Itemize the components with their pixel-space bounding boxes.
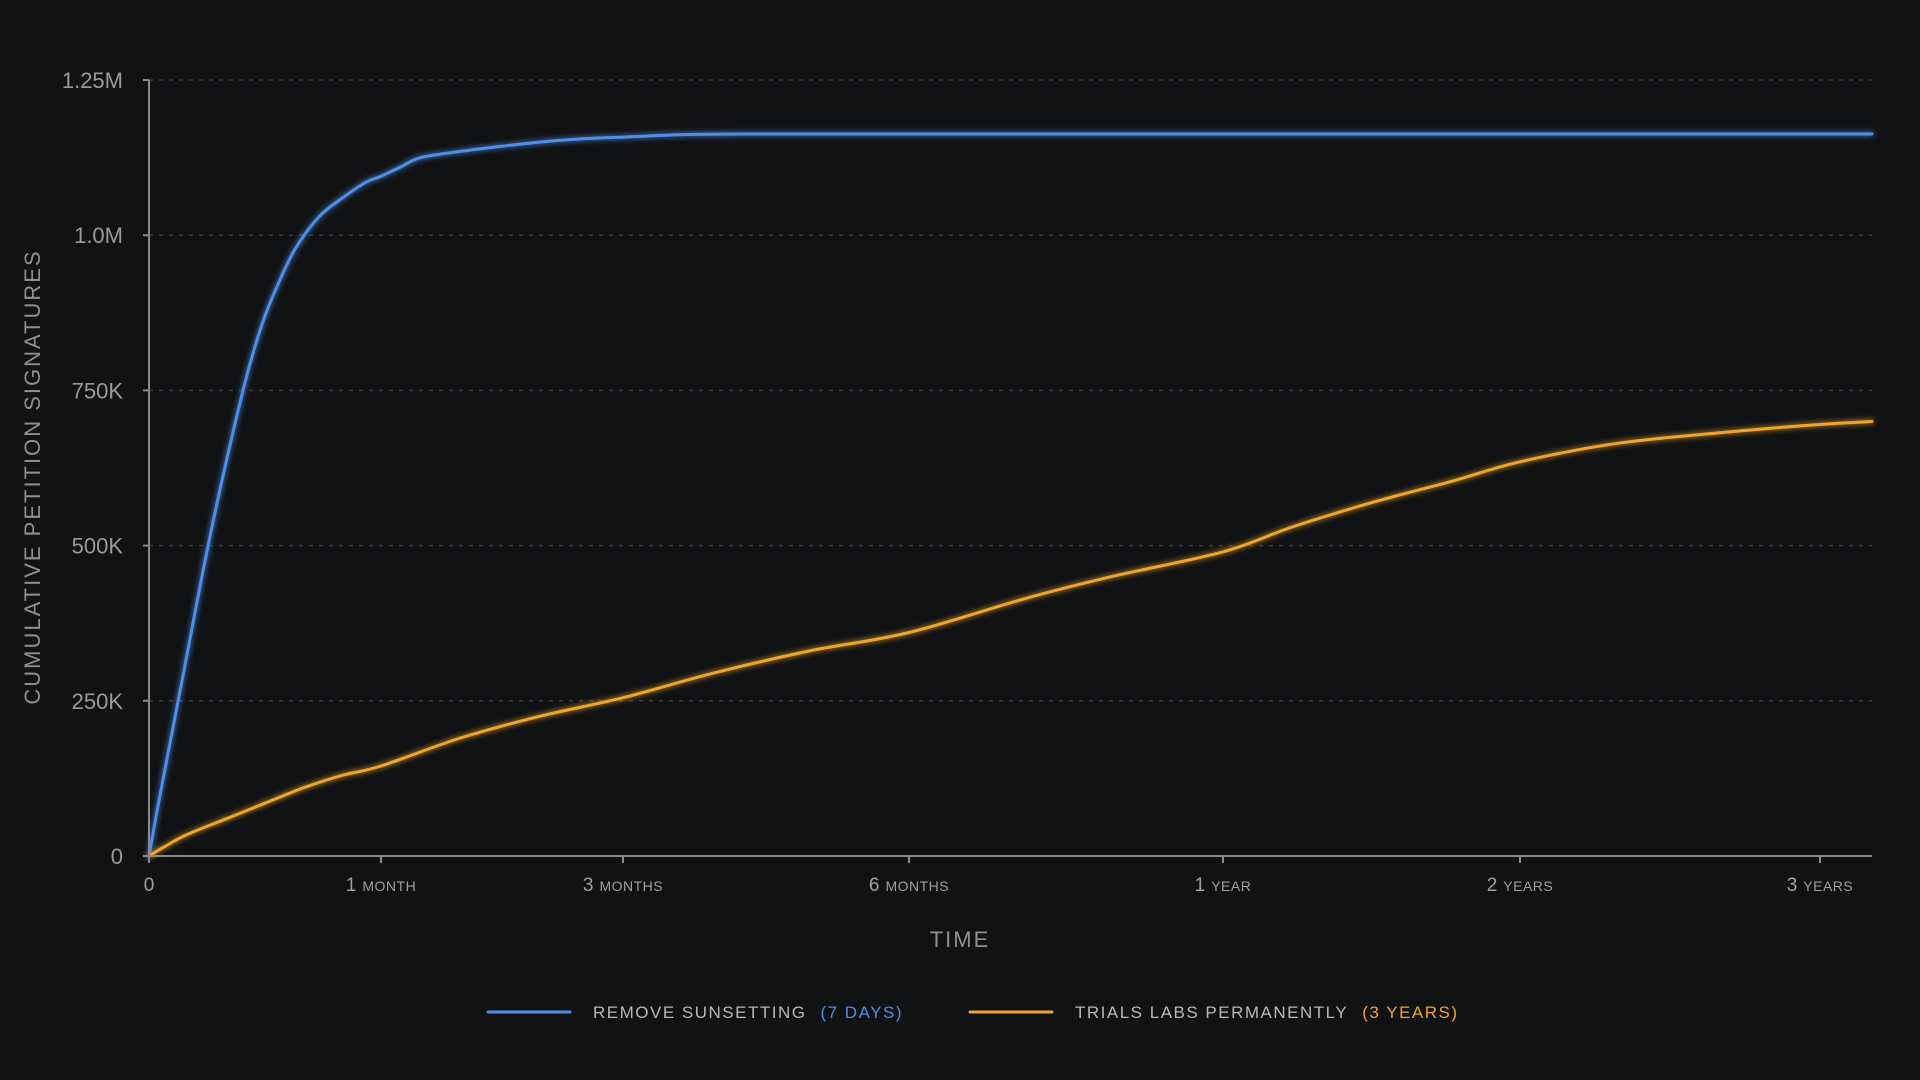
- x-tick-label: 2 YEARS: [1487, 875, 1554, 896]
- legend-duration: (7 DAYS): [820, 1003, 903, 1022]
- y-tick-label: 500K: [72, 534, 124, 559]
- legend-item-trials-labs-permanently: TRIALS LABS PERMANENTLY (3 YEARS): [968, 1003, 1459, 1022]
- legend-item-remove-sunsetting: REMOVE SUNSETTING (7 DAYS): [486, 1003, 903, 1022]
- x-tick-label: 3 YEARS: [1787, 875, 1854, 896]
- series-lines: [147, 132, 1874, 858]
- x-tick-label: 1 YEAR: [1195, 875, 1252, 896]
- x-axis-title: TIME: [930, 927, 991, 952]
- legend-label: TRIALS LABS PERMANENTLY (3 YEARS): [1075, 1003, 1459, 1022]
- x-tick-unit: MONTH: [362, 878, 416, 894]
- x-tick-number: 3: [1787, 875, 1798, 896]
- x-tick-unit: MONTHS: [885, 878, 949, 894]
- x-tick-number: 6: [869, 875, 880, 896]
- gridlines: [149, 79, 1872, 702]
- legend-duration: (3 YEARS): [1362, 1003, 1458, 1022]
- y-tick-label: 1.25M: [62, 68, 123, 93]
- x-tick-number: 3: [583, 875, 594, 896]
- y-tick-label: 250K: [72, 689, 124, 714]
- x-tick-number: 0: [144, 875, 155, 896]
- series-line-remove-sunsetting: [147, 132, 1874, 858]
- x-tick-number: 2: [1487, 875, 1498, 896]
- x-tick-label: 6 MONTHS: [869, 875, 949, 896]
- x-tick-label: 1 MONTH: [346, 875, 416, 896]
- legend-series-name: TRIALS LABS PERMANENTLY: [1075, 1003, 1348, 1022]
- y-tick-label: 0: [111, 844, 123, 869]
- x-tick-unit: MONTHS: [599, 878, 663, 894]
- x-tick-number: 1: [1195, 875, 1206, 896]
- legend-series-name: REMOVE SUNSETTING: [593, 1003, 806, 1022]
- x-axis-ticks: 0 1 MONTH 3 MONTHS 6 MONTHS 1 YEAR 2 YEARS 3 YEARS: [144, 856, 1854, 896]
- series-line-trials-labs-permanently: [147, 419, 1874, 858]
- y-axis-title: CUMULATIVE PETITION SIGNATURES: [20, 249, 45, 704]
- x-tick-label: 0: [144, 875, 155, 896]
- legend: REMOVE SUNSETTING (7 DAYS) TRIALS LABS PER…: [486, 1003, 1459, 1022]
- legend-label: REMOVE SUNSETTING (7 DAYS): [593, 1003, 903, 1022]
- y-axis-ticks: 0 250K 500K 750K 1.0M 1.25M: [62, 68, 149, 869]
- x-tick-unit: YEARS: [1503, 878, 1553, 894]
- x-tick-label: 3 MONTHS: [583, 875, 663, 896]
- axes: [148, 80, 1872, 857]
- x-tick-unit: YEAR: [1211, 878, 1251, 894]
- y-tick-label: 1.0M: [74, 223, 123, 248]
- y-tick-label: 750K: [72, 378, 124, 403]
- x-tick-number: 1: [346, 875, 357, 896]
- x-tick-unit: YEARS: [1803, 878, 1853, 894]
